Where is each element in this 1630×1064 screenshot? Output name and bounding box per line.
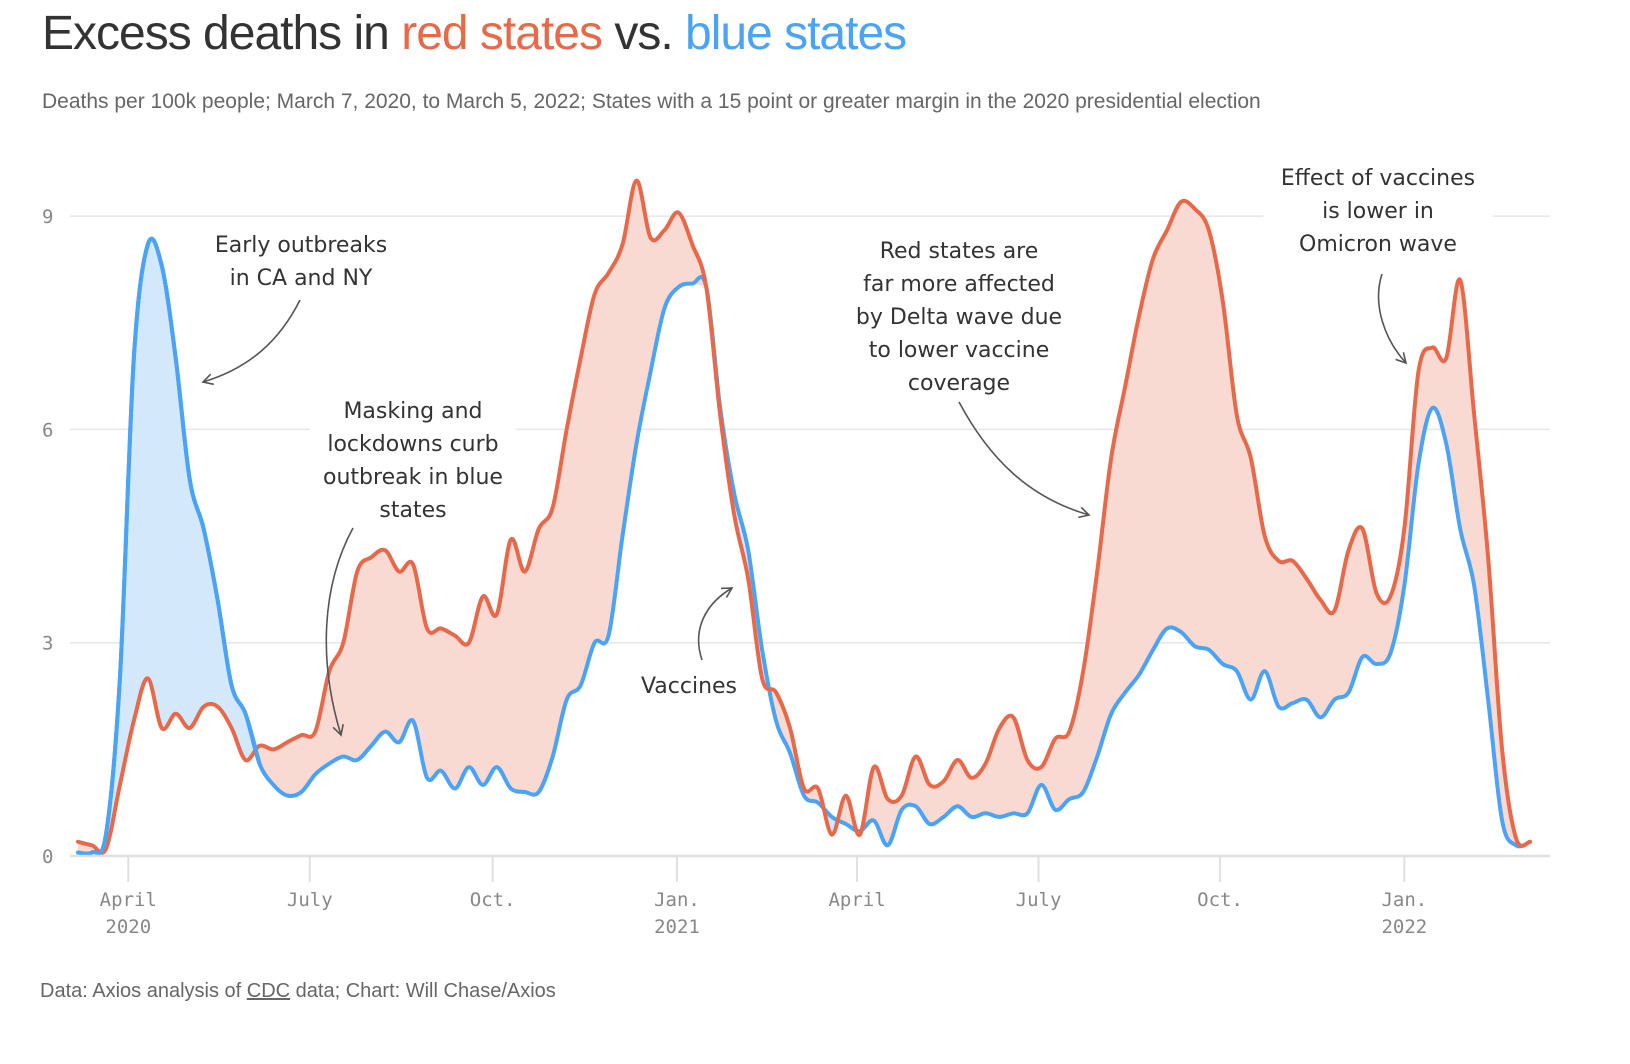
x-tick-label: April (100, 889, 157, 911)
x-tick-label: Jan. (1381, 889, 1427, 911)
footer-prefix: Data: Axios analysis of (40, 980, 247, 1002)
annotation-background (850, 234, 1068, 405)
annotation-text-line: lockdowns curb (327, 432, 498, 457)
axis-layer: 0 3 6 9 April 2020 July Oct. Jan. 2021 April July Oc… (42, 206, 1550, 938)
annotation-background (1263, 161, 1493, 266)
annotation-vaccines: Vaccines (641, 587, 737, 699)
annotation-text-line: is lower in (1322, 199, 1434, 224)
annotation-arrow (697, 587, 733, 661)
x-tick-label: July (287, 889, 333, 911)
blue-excess-area (96, 238, 256, 854)
annotation-text-line: Omicron wave (1299, 232, 1457, 257)
annotation-text-line: states (379, 498, 446, 523)
annotation-omicron-wave: Effect of vaccines is lower in Omicron wav… (1263, 161, 1493, 365)
annotation-text-line: by Delta wave due (856, 305, 1062, 330)
arrowhead-icon (1395, 352, 1408, 365)
line-layer (76, 178, 1532, 856)
x-tick-label: July (1016, 889, 1062, 911)
annotation-text-line: in CA and NY (230, 266, 373, 291)
arrowhead-icon (720, 587, 734, 598)
annotation-text-line: to lower vaccine (869, 338, 1050, 363)
chart-subtitle: Deaths per 100k people; March 7, 2020, t… (42, 90, 1261, 113)
annotation-text-line: Early outbreaks (215, 233, 387, 258)
annotation-text-line: far more affected (863, 272, 1055, 297)
x-tick-year-label: 2021 (654, 916, 700, 938)
y-tick-label: 6 (42, 419, 53, 441)
annotation-layer: Early outbreaks in CA and NY Masking and lo… (201, 161, 1493, 737)
annotation-text-line: Vaccines (641, 674, 737, 699)
annotation-background (309, 394, 517, 532)
title-red-states: red states (401, 7, 603, 60)
arrowhead-icon (201, 373, 214, 386)
annotation-background (203, 228, 399, 300)
y-tick-label: 9 (42, 206, 53, 228)
x-tick-label: Oct. (1197, 889, 1243, 911)
x-tick-label: April (828, 889, 885, 911)
title-mid: vs. (601, 7, 685, 60)
arrowhead-icon (1078, 506, 1091, 519)
x-tick-label: Oct. (470, 889, 516, 911)
footer-suffix: data; Chart: Will Chase/Axios (290, 980, 556, 1002)
x-tick-year-label: 2020 (105, 916, 151, 938)
annotation-arrow (202, 299, 301, 383)
annotation-text-line: coverage (908, 371, 1010, 396)
annotation-arrow (325, 527, 354, 736)
annotation-arrow (1377, 273, 1407, 364)
source-footer: Data: Axios analysis of CDC data; Chart:… (40, 980, 556, 1003)
annotation-text-line: Effect of vaccines (1281, 166, 1475, 191)
annotation-early-outbreaks: Early outbreaks in CA and NY (201, 228, 399, 386)
x-tick-label: Jan. (654, 889, 700, 911)
annotation-masking-lockdowns: Masking and lockdowns curb outbreak in blu… (309, 394, 517, 737)
arrowhead-icon (332, 724, 344, 737)
red-states-line (76, 178, 1532, 855)
y-tick-label: 0 (42, 846, 53, 868)
blue-states-line (76, 236, 1532, 856)
chart-title: Excess deaths in red states vs. blue sta… (42, 6, 907, 61)
annotation-text-line: Red states are (880, 239, 1039, 264)
y-tick-label: 3 (42, 633, 53, 655)
annotation-arrow (958, 401, 1090, 516)
cdc-link[interactable]: CDC (246, 980, 291, 1002)
red-excess-area (860, 200, 1530, 847)
title-blue-states: blue states (685, 7, 907, 60)
red-excess-area (769, 685, 825, 809)
title-prefix: Excess deaths in (42, 7, 402, 60)
annotation-delta-wave: Red states are far more affected by Delta … (850, 234, 1091, 519)
x-tick-year-label: 2022 (1381, 916, 1427, 938)
annotation-text-line: Masking and (343, 399, 482, 424)
annotation-text-line: outbreak in blue (323, 465, 503, 490)
blue-states-line-overlay (76, 236, 262, 856)
